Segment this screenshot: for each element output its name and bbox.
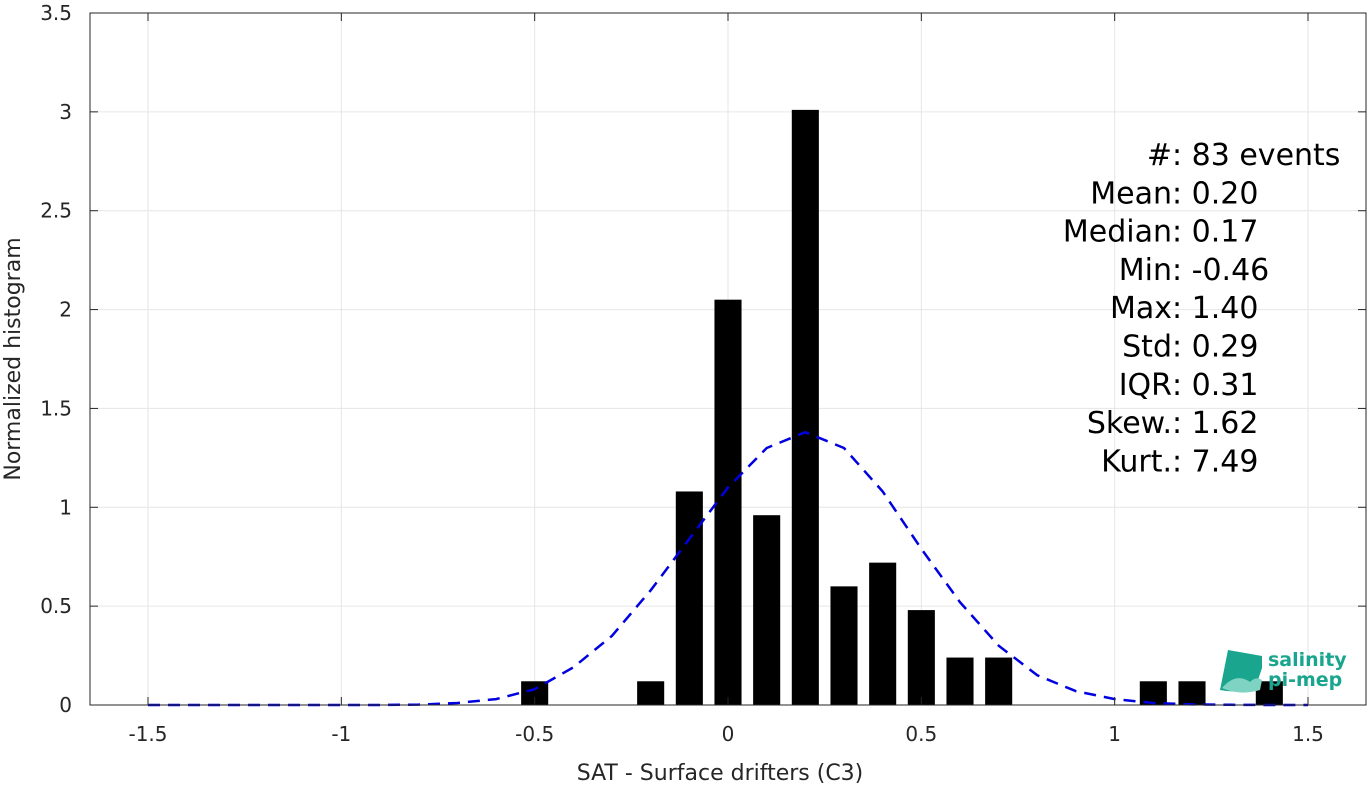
histogram-bar [907,610,935,705]
logo-line1: salinity [1268,649,1347,671]
histogram-bar [946,657,974,705]
y-tick-label: 0.5 [40,594,72,618]
x-tick-label: 1 [1108,722,1121,746]
x-tick-label: -1.5 [128,722,167,746]
histogram-bar [1139,681,1167,705]
stat-label: IQR [1119,368,1172,403]
stat-label: Max [1110,291,1172,326]
salinity-pimep-logo: salinity pi-mep [1220,649,1347,693]
stat-label: Kurt. [1101,444,1172,479]
x-axis-label: SAT - Surface drifters (C3) [577,761,864,785]
stat-label: Std [1122,330,1172,365]
histogram-bar [714,299,742,705]
y-axis-label: Normalized histogram [1,237,26,480]
axis-ticks [90,12,1366,706]
y-tick-label: 1.5 [40,396,72,420]
histogram-bar [985,657,1013,705]
stat-value: : -0.46 [1172,253,1269,288]
logo-line2: pi-mep [1268,669,1342,691]
histogram-bars [521,109,1283,705]
stat-label: # [1147,138,1172,173]
x-tick-label: -0.5 [515,722,554,746]
stat-value: : 7.49 [1172,444,1258,479]
histogram-bar [1178,681,1206,705]
stat-label: Min [1119,253,1172,288]
histogram-bar [675,491,703,705]
stat-value: : 0.29 [1172,330,1258,365]
stat-value: : 1.40 [1172,291,1258,326]
x-tick-labels: -1.5 -1 -0.5 0 0.5 1 1.5 [128,722,1323,746]
histogram-bar [791,109,819,705]
stat-label: Mean [1090,176,1172,211]
y-tick-label: 3.5 [40,1,72,25]
x-tick-label: 1.5 [1292,722,1324,746]
stat-value: : 0.31 [1172,368,1258,403]
stat-value: : 0.20 [1172,176,1258,211]
x-tick-label: 0 [722,722,735,746]
histogram-bar [830,586,858,705]
histogram-bar [1255,681,1283,705]
logo-wave-icon-light [1222,678,1262,693]
y-tick-label: 0 [59,693,72,717]
histogram-bar [753,515,781,705]
y-tick-label: 2.5 [40,199,72,223]
y-tick-label: 1 [59,495,72,519]
y-tick-label: 2 [59,298,72,322]
histogram-bar [637,681,665,705]
stat-value: : 1.62 [1172,406,1258,441]
x-tick-label: 0.5 [905,722,937,746]
histogram-bar [521,681,549,705]
y-tick-labels: 0 0.5 1 1.5 2 2.5 3 3.5 [40,1,72,717]
stat-label: Median [1063,215,1172,250]
histogram-bar [869,562,897,705]
y-tick-label: 3 [59,100,72,124]
grid-lines [90,12,1366,706]
stat-label: Skew. [1087,406,1172,441]
stat-value: : 0.17 [1172,215,1258,250]
x-tick-label: -1 [331,722,351,746]
stat-value: : 83 events [1172,138,1340,173]
